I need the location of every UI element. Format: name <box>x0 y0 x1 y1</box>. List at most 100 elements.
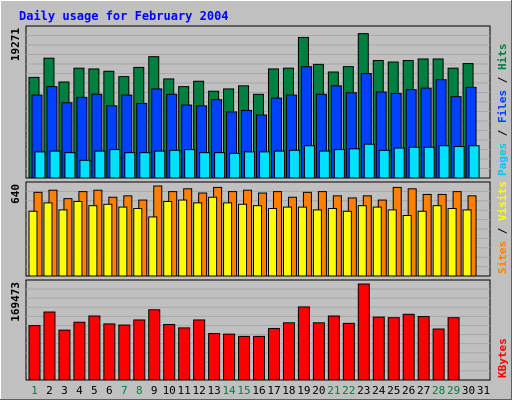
bar-kbytes-day-13 <box>208 333 221 381</box>
panel-max-label: 169473 <box>9 282 22 322</box>
legend-separator: / <box>496 70 509 90</box>
bar-pages-day-13 <box>214 152 226 179</box>
bar-kbytes-day-18 <box>282 322 295 381</box>
bar-kbytes-day-27 <box>417 316 430 381</box>
bar-kbytes-day-25 <box>387 317 400 381</box>
chart-title: Daily usage for February 2004 <box>19 9 229 23</box>
bar-kbytes-day-8 <box>133 319 146 381</box>
bar-pages-day-15 <box>244 151 256 179</box>
day-label: 27 <box>417 384 430 397</box>
bar-pages-day-20 <box>318 150 330 179</box>
legend-entry: Files <box>496 90 509 123</box>
day-label: 17 <box>267 384 280 397</box>
day-label: 10 <box>163 384 176 397</box>
panel-side-legend: Sites / Visits <box>496 181 509 274</box>
bar-kbytes-day-19 <box>297 306 310 381</box>
bar-visits-day-24 <box>372 206 382 277</box>
bar-kbytes-day-6 <box>103 323 116 381</box>
day-label: 14 <box>222 384 236 397</box>
day-label: 22 <box>342 384 355 397</box>
bar-pages-day-25 <box>393 147 405 179</box>
day-axis: 1 2 3 4 5 6 7 8 9 10 11 12 13 14 15 16 17 18 19 20 21 22 23 24 2… <box>31 384 490 397</box>
bar-visits-day-25 <box>387 209 397 277</box>
bar-pages-day-24 <box>378 149 390 179</box>
panel-max-label: 640 <box>9 184 22 204</box>
bar-visits-day-7 <box>118 206 128 277</box>
day-label: 18 <box>282 384 295 397</box>
bar-pages-day-12 <box>199 152 211 179</box>
day-label: 12 <box>193 384 206 397</box>
bar-pages-day-14 <box>229 152 241 179</box>
day-label: 7 <box>121 384 128 397</box>
bar-kbytes-day-15 <box>238 335 251 381</box>
bar-kbytes-day-17 <box>267 327 280 381</box>
bar-kbytes-day-2 <box>43 311 56 381</box>
bar-kbytes-day-29 <box>447 317 460 381</box>
bar-pages-day-26 <box>408 146 420 179</box>
bar-pages-day-11 <box>184 149 196 179</box>
bar-pages-day-7 <box>124 152 136 179</box>
day-label: 11 <box>178 384 191 397</box>
bar-visits-day-5 <box>88 205 98 277</box>
day-label: 6 <box>106 384 113 397</box>
chart-panel: 19271 Pages / Files / Hits <box>9 25 509 179</box>
legend-entry: Pages <box>496 143 509 176</box>
bar-kbytes-day-11 <box>178 327 191 381</box>
bar-visits-day-3 <box>58 209 68 277</box>
bar-visits-day-13 <box>208 196 218 277</box>
bar-pages-day-1 <box>34 151 46 179</box>
day-label: 23 <box>357 384 370 397</box>
bar-visits-day-21 <box>327 208 337 277</box>
bar-pages-day-8 <box>139 152 151 179</box>
bar-visits-day-16 <box>253 205 263 277</box>
bar-kbytes-day-12 <box>193 319 206 381</box>
day-label: 21 <box>327 384 340 397</box>
bar-visits-day-29 <box>447 208 457 277</box>
day-label: 26 <box>402 384 415 397</box>
day-label: 29 <box>447 384 460 397</box>
day-label: 24 <box>372 384 386 397</box>
day-label: 16 <box>252 384 265 397</box>
day-label: 25 <box>387 384 400 397</box>
day-label: 1 <box>31 384 38 397</box>
bar-kbytes-day-24 <box>372 316 385 381</box>
bar-kbytes-day-10 <box>163 323 176 381</box>
panel-side-legend: Pages / Files / Hits <box>496 44 509 177</box>
bar-visits-day-27 <box>417 210 427 277</box>
bar-kbytes-day-23 <box>357 283 370 381</box>
chart-panels: 19271 Pages / Files / Hits 640 Sites / Visi… <box>9 25 509 381</box>
bar-visits-day-19 <box>297 206 307 277</box>
bar-kbytes-day-14 <box>223 333 236 381</box>
day-label: 15 <box>237 384 250 397</box>
bar-visits-day-6 <box>103 203 113 277</box>
day-label: 20 <box>312 384 325 397</box>
bar-pages-day-22 <box>348 148 360 179</box>
legend-entry: Sites <box>496 241 509 274</box>
bar-kbytes-day-4 <box>73 321 86 381</box>
bar-visits-day-18 <box>282 206 292 277</box>
bar-kbytes-day-20 <box>312 322 325 381</box>
bar-visits-day-10 <box>163 200 173 277</box>
day-label: 8 <box>136 384 143 397</box>
bar-pages-day-16 <box>259 151 271 179</box>
bar-pages-day-28 <box>438 145 450 179</box>
bar-visits-day-4 <box>73 200 83 277</box>
bar-pages-day-27 <box>423 146 435 179</box>
bar-kbytes-day-22 <box>342 322 355 381</box>
bar-visits-day-30 <box>462 209 472 277</box>
bar-visits-day-1 <box>28 210 38 277</box>
bar-kbytes-day-21 <box>327 315 340 381</box>
bar-kbytes-day-7 <box>118 324 131 381</box>
panel-side-legend: KBytes <box>496 338 509 378</box>
bar-visits-day-17 <box>267 208 277 277</box>
bar-visits-day-12 <box>193 202 203 277</box>
bar-pages-day-29 <box>453 146 465 179</box>
bar-visits-day-20 <box>312 209 322 277</box>
bar-pages-day-30 <box>468 145 480 179</box>
bar-pages-day-5 <box>94 150 106 179</box>
legend-entry: Visits <box>496 181 509 221</box>
bar-kbytes-day-16 <box>253 335 266 381</box>
legend-entry: KBytes <box>496 338 509 378</box>
bar-pages-day-21 <box>333 149 345 179</box>
